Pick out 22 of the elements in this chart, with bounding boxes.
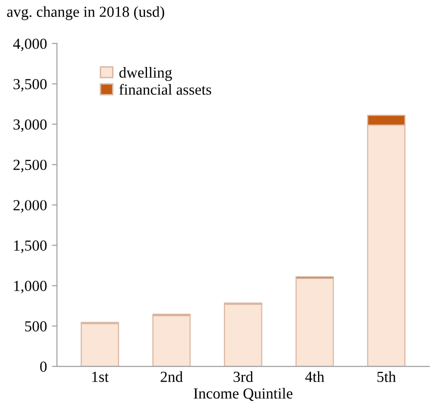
x-tick-label: 2nd (160, 371, 183, 382)
y-tick-label: 2,000 (14, 200, 47, 213)
y-tick-label: 1,500 (14, 240, 47, 253)
bar (296, 278, 334, 366)
y-tick-label: 4,000 (13, 38, 47, 52)
bar (224, 304, 262, 366)
y-tick-label: 3,500 (14, 78, 47, 92)
x-tick-label: 1st (92, 372, 109, 382)
y-axis-title: avg. change in 2018 (usd) (7, 6, 164, 20)
bar (152, 314, 191, 366)
x-axis-title: Income Quintile (194, 388, 292, 401)
y-tick-label: 2,500 (14, 160, 47, 172)
x-tick-label: 3rd (234, 371, 254, 382)
y-tick-label: 3,000 (14, 119, 47, 132)
legend-label: financial assets (119, 84, 212, 95)
y-tick-label: 1,000 (14, 280, 47, 294)
y-tick-label: 0 (40, 362, 47, 372)
legend-label: dwelling (119, 67, 172, 81)
x-tick-label: 5th (377, 371, 396, 382)
bar (80, 323, 120, 366)
y-tick-label: 500 (25, 321, 47, 332)
x-tick-label: 4th (305, 371, 324, 382)
